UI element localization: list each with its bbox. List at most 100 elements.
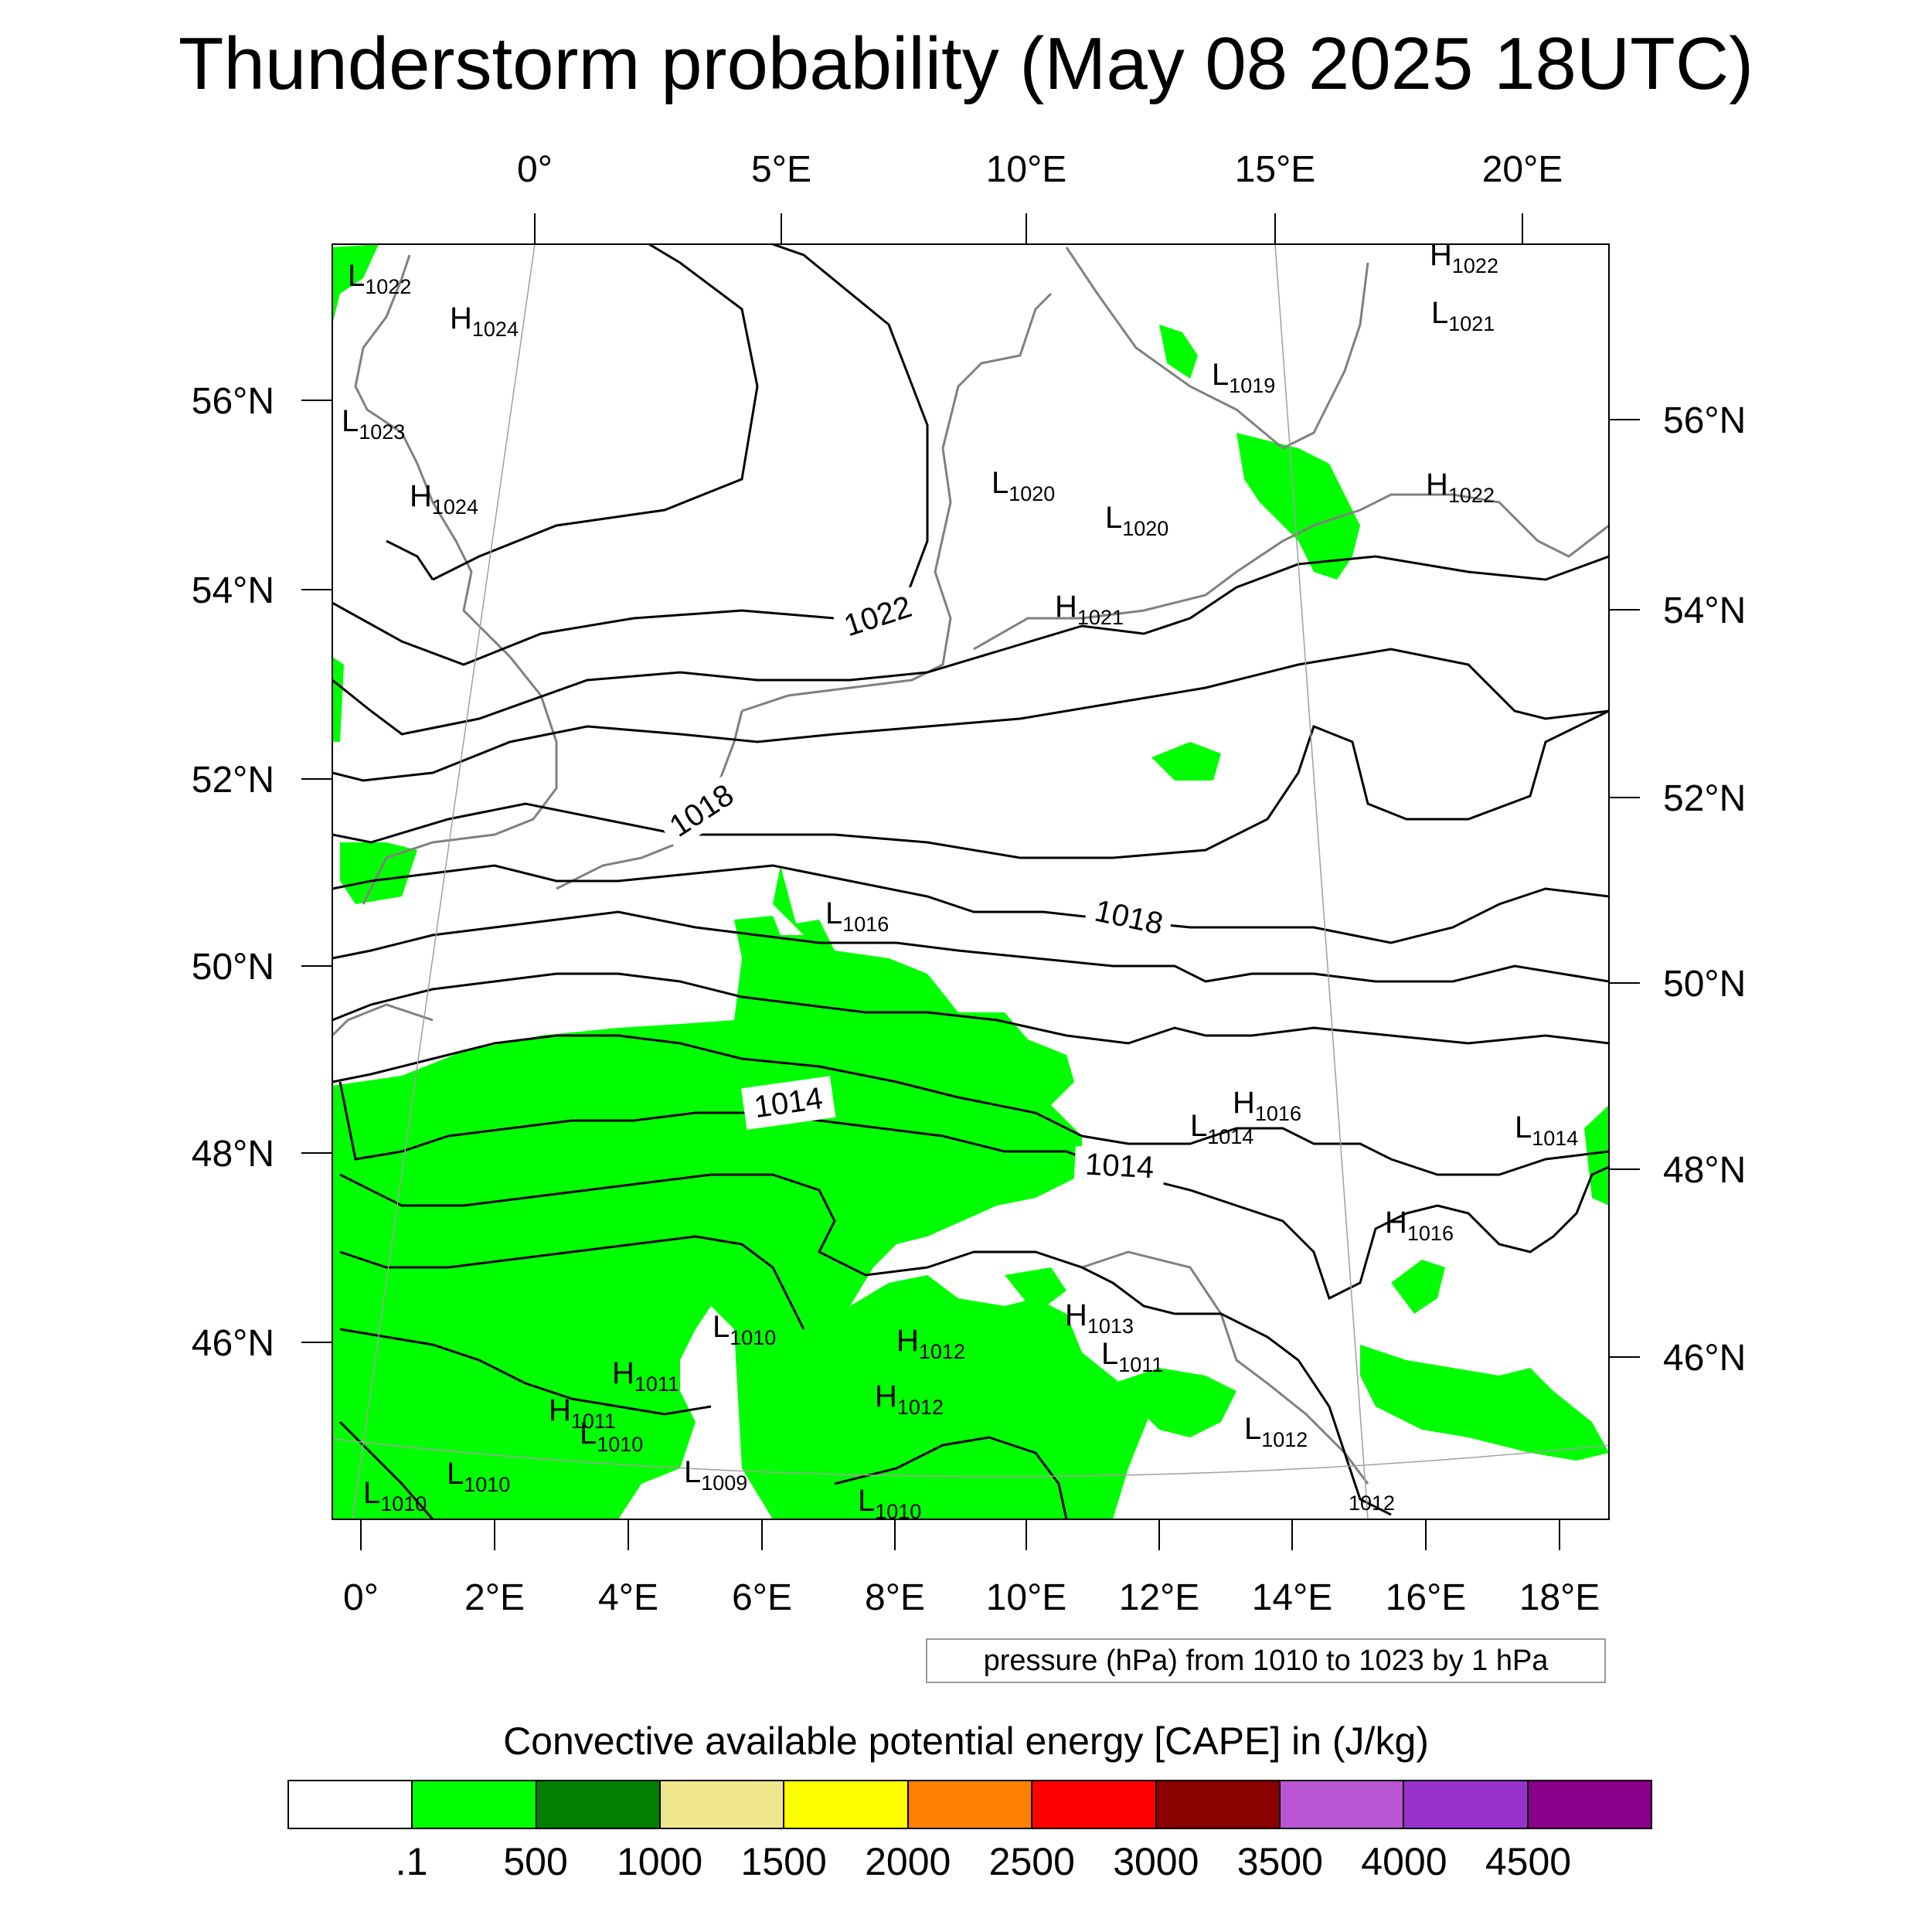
bottom-lon-tick: 0° <box>343 1577 379 1618</box>
isobar-1021 <box>332 555 1609 736</box>
coastline-denmark <box>941 292 1053 449</box>
bottom-lon-tick: 14°E <box>1252 1577 1333 1618</box>
cape-region-central-south <box>332 866 1082 1519</box>
pressure-system-label: H1024 <box>410 479 478 519</box>
coastline-italy <box>1081 1250 1369 1485</box>
coastlines <box>332 247 1609 1485</box>
contour-label: 1014 <box>1084 1148 1155 1185</box>
colorbar-segment <box>1032 1781 1157 1828</box>
top-lon-tick: 5°E <box>751 149 811 190</box>
left-lat-tick: 48°N <box>192 1134 274 1175</box>
top-lon-ticks: 0° 5°E 10°E 15°E 20°E <box>517 149 1563 190</box>
pressure-system-label: L1023 <box>342 404 405 444</box>
colorbar-segment <box>661 1781 785 1828</box>
colorbar-tick-label: 1000 <box>617 1840 703 1883</box>
pressure-system-label: H1016 <box>1385 1206 1454 1245</box>
coastline-sweden <box>1065 247 1369 450</box>
cape-region-balkans <box>1360 1345 1609 1461</box>
top-lon-tick: 10°E <box>986 149 1067 190</box>
right-lat-tick: 54°N <box>1663 590 1746 631</box>
pressure-system-label: H1011 <box>549 1393 616 1433</box>
colorbar-tick-label: 2500 <box>988 1840 1075 1883</box>
colorbar-tick-label: 500 <box>503 1840 568 1883</box>
pressure-system-label: L1019 <box>1212 358 1275 397</box>
graticule <box>332 244 1609 1519</box>
colorbar-segment <box>1156 1781 1281 1828</box>
isobar-1018 <box>332 864 1609 944</box>
colorbar-tick-label: .1 <box>395 1840 428 1883</box>
right-lat-tick: 46°N <box>1663 1338 1746 1379</box>
bottom-lon-tick: 4°E <box>598 1577 658 1618</box>
pressure-system-label: L1014 <box>1190 1109 1253 1148</box>
isobar-1012 <box>339 1235 805 1330</box>
pressure-system-label: H1022 <box>1430 238 1498 277</box>
pressure-system-label: L1021 <box>1431 296 1495 335</box>
pressure-system-label: H1011 <box>612 1356 679 1396</box>
pressure-system-label: H1012 <box>896 1324 965 1363</box>
colorbar-tick-label: 4000 <box>1361 1840 1447 1883</box>
colorbar-segment <box>908 1781 1033 1828</box>
right-lat-tick: 48°N <box>1663 1150 1746 1191</box>
bottom-lon-tick: 12°E <box>1119 1577 1200 1618</box>
colorbar-segment <box>1528 1781 1651 1828</box>
colorbar-tick-label: 1500 <box>740 1840 827 1883</box>
left-lat-tick: 46°N <box>192 1323 274 1364</box>
tick-marks <box>301 213 1640 1550</box>
pressure-note: pressure (hPa) from 1010 to 1023 by 1 hP… <box>926 1638 1606 1683</box>
colorbar <box>287 1780 1652 1829</box>
pressure-system-label: L1010 <box>363 1476 427 1515</box>
left-lat-tick: 54°N <box>192 570 274 611</box>
isobar-1014 <box>338 1081 1609 1301</box>
pressure-system-label: L1014 <box>1515 1111 1578 1150</box>
pressure-system-label: H1024 <box>450 301 519 341</box>
pressure-system-label: L1012 <box>1244 1412 1308 1451</box>
right-lat-tick: 50°N <box>1663 964 1746 1005</box>
cape-region-alps-isle <box>1005 1267 1066 1314</box>
pressure-system-label: L1010 <box>713 1310 776 1349</box>
coastline-germany <box>741 447 952 713</box>
pressure-system-label: 1012 <box>1349 1492 1395 1515</box>
pressure-system-label: L1009 <box>684 1455 747 1495</box>
colorbar-segment <box>536 1781 662 1828</box>
coastline-baltic <box>973 493 1609 651</box>
pressure-system-label: L1010 <box>580 1417 643 1456</box>
cape-region-adriatic <box>1113 1368 1236 1437</box>
isobar-1013 <box>339 1173 1268 1338</box>
isobar-1011 <box>339 1328 712 1416</box>
top-lon-tick: 15°E <box>1235 149 1316 190</box>
bottom-lon-tick: 16°E <box>1386 1577 1467 1618</box>
left-lat-tick: 52°N <box>192 760 274 801</box>
coastline-uk <box>354 254 558 905</box>
right-lat-tick: 56°N <box>1663 400 1746 441</box>
coastline-france-atlantic <box>332 1003 434 1037</box>
pressure-system-label: H1016 <box>1233 1086 1301 1125</box>
pressure-system-label: H1021 <box>1055 590 1124 629</box>
pressure-system-label: H1012 <box>875 1379 944 1419</box>
pressure-system-label: L1020 <box>1105 501 1168 540</box>
colorbar-title: Convective available potential energy [C… <box>503 1719 1429 1763</box>
cape-region-scotland <box>332 244 379 325</box>
bottom-lon-tick: 8°E <box>865 1577 925 1618</box>
pressure-system-label: H1022 <box>1426 468 1495 507</box>
map-border <box>332 243 1610 1520</box>
bottom-lon-tick: 6°E <box>732 1577 792 1618</box>
pressure-system-label: L1016 <box>825 896 889 936</box>
colorbar-segment <box>289 1781 413 1828</box>
top-lon-tick: 0° <box>517 149 553 190</box>
pressure-system-labels: L1022 H1024 L1023 H1024 H1022 L1021 L101… <box>342 238 1578 1523</box>
colorbar-segment <box>413 1781 537 1828</box>
cape-region-france-west <box>332 657 344 742</box>
pressure-system-label: L1022 <box>348 259 411 298</box>
cape-region-north-alps <box>734 1275 1159 1519</box>
right-lat-ticks: 56°N 54°N 52°N 50°N 48°N 46°N <box>1663 400 1746 1379</box>
pressure-system-label: L1010 <box>447 1457 510 1496</box>
isobar-1020 <box>332 648 1609 782</box>
contour-labels: 1022 1018 1018 1014 1014 <box>656 586 1175 1189</box>
top-lon-tick: 20°E <box>1482 149 1563 190</box>
colorbar-tick-label: 2000 <box>865 1840 951 1883</box>
left-lat-tick: 50°N <box>192 947 274 988</box>
pressure-system-label: L1020 <box>992 466 1055 505</box>
colorbar-tick-label: 3000 <box>1113 1840 1199 1883</box>
bottom-lon-tick: 10°E <box>986 1577 1067 1618</box>
